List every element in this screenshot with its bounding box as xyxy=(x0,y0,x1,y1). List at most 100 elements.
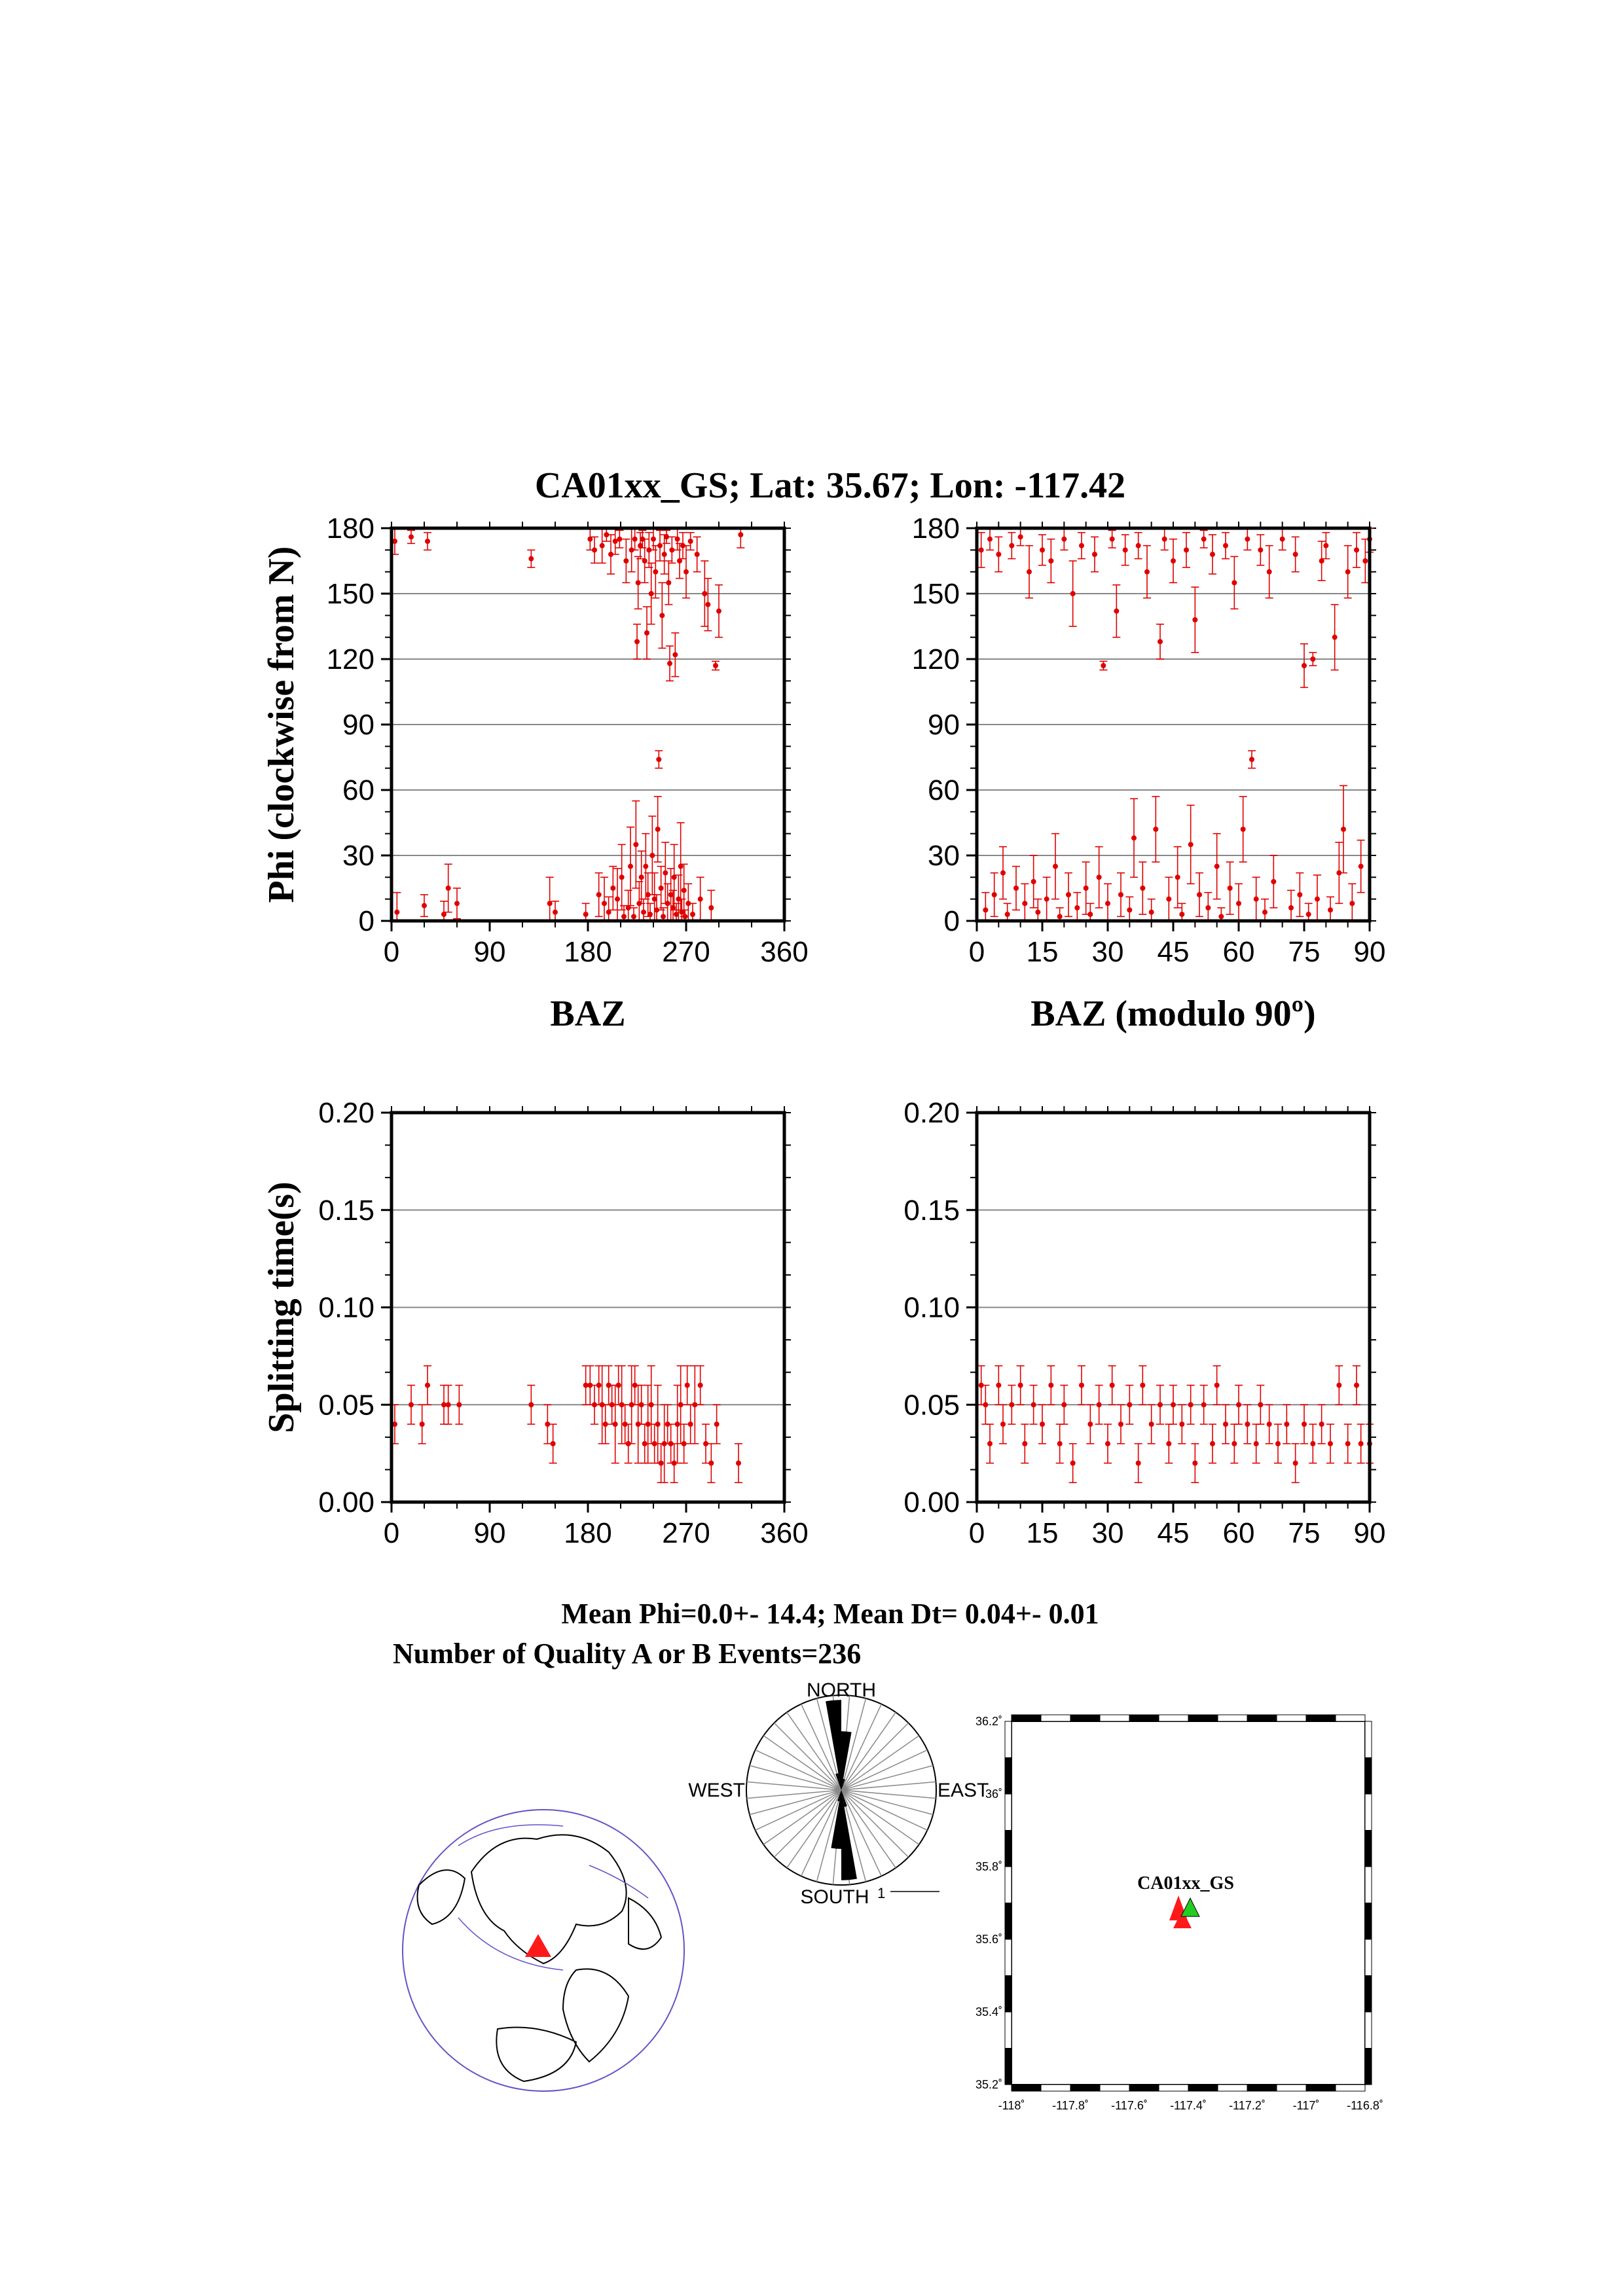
data-point xyxy=(664,534,669,540)
data-point xyxy=(632,536,638,542)
data-point xyxy=(681,888,687,893)
y-tick-label: 150 xyxy=(327,578,374,610)
map-frame-segment xyxy=(1004,1757,1012,1795)
data-point xyxy=(392,1422,397,1427)
data-point xyxy=(638,1402,644,1408)
station-marker-green xyxy=(1180,1897,1200,1917)
data-point xyxy=(658,886,664,891)
map-frame-segment xyxy=(1188,1714,1218,1722)
data-point xyxy=(1158,639,1163,645)
x-tick-label: 360 xyxy=(760,1517,808,1549)
data-point xyxy=(1253,896,1259,902)
map-x-tick-label: -117.4˚ xyxy=(1170,2099,1207,2112)
data-point xyxy=(1027,569,1032,575)
data-point xyxy=(736,1460,741,1466)
data-point xyxy=(708,905,714,910)
x-tick-label: 75 xyxy=(1288,1517,1321,1549)
y-tick-label: 90 xyxy=(342,709,374,741)
data-point xyxy=(422,903,427,908)
data-point xyxy=(669,547,675,553)
data-point xyxy=(649,853,655,858)
data-point xyxy=(1336,1382,1342,1388)
data-point xyxy=(1188,1402,1194,1408)
data-point xyxy=(610,886,616,891)
data-point xyxy=(1087,1422,1093,1427)
rose-diagram: NORTH SOUTH EAST WEST 1 xyxy=(688,1679,989,1908)
data-point xyxy=(1048,558,1054,564)
data-point xyxy=(615,896,620,902)
data-point xyxy=(642,1441,647,1446)
data-point xyxy=(1245,1422,1250,1427)
data-point xyxy=(1231,1441,1237,1446)
data-point xyxy=(1101,663,1106,668)
data-point xyxy=(1197,892,1202,897)
data-point xyxy=(1227,886,1233,891)
data-point xyxy=(678,1402,684,1408)
map-x-tick-label: -117.6˚ xyxy=(1111,2099,1148,2112)
data-point xyxy=(1096,874,1102,880)
y-tick-label: 0.15 xyxy=(318,1194,374,1227)
data-point xyxy=(702,591,708,596)
map-frame-segment xyxy=(1011,2084,1042,2092)
data-point xyxy=(1188,842,1194,848)
data-point xyxy=(1022,901,1028,906)
map-y-tick-label: 35.4˚ xyxy=(976,2005,1002,2018)
data-point xyxy=(441,912,447,917)
y-tick-label: 30 xyxy=(342,840,374,872)
x-tick-label: 90 xyxy=(474,936,506,968)
data-point xyxy=(1292,1460,1298,1466)
data-point xyxy=(663,870,668,876)
data-point xyxy=(1336,870,1342,876)
data-point xyxy=(638,543,643,548)
data-point xyxy=(1179,1422,1185,1427)
data-point xyxy=(596,1382,602,1388)
data-point xyxy=(1214,863,1220,869)
data-point xyxy=(1074,905,1080,910)
map-frame-segment xyxy=(1364,2011,1372,2049)
data-point xyxy=(645,892,651,897)
data-point xyxy=(644,630,649,636)
data-point xyxy=(978,547,984,553)
data-point xyxy=(1000,1422,1006,1427)
y-tick-label: 30 xyxy=(928,840,960,872)
data-point xyxy=(528,1402,534,1408)
data-point xyxy=(1323,543,1329,548)
figure-title: CA01xx_GS; Lat: 35.67; Lon: -117.42 xyxy=(535,465,1125,506)
data-point xyxy=(633,842,639,848)
data-point xyxy=(1166,1441,1172,1446)
data-point xyxy=(1105,1441,1110,1446)
data-point xyxy=(583,1382,589,1388)
rose-wedge xyxy=(841,1778,845,1790)
data-point xyxy=(409,1402,414,1408)
rose-wedge xyxy=(831,1790,841,1849)
y-tick-label: 0.10 xyxy=(903,1292,960,1324)
data-point xyxy=(667,660,672,666)
x-tick-label: 270 xyxy=(662,936,710,968)
station-map-panel: -118˚ -117.8˚ -117.6˚ -117.4˚ -117.2˚ -117˚ -1… xyxy=(976,1714,1383,2112)
data-point xyxy=(1061,1402,1067,1408)
map-frame-segment xyxy=(1364,1939,1372,1976)
data-point xyxy=(596,892,602,897)
y-tick-label: 0 xyxy=(359,905,374,937)
globe-station-marker xyxy=(525,1934,551,1957)
x-tick-label: 15 xyxy=(1027,1517,1059,1549)
data-point xyxy=(1358,1441,1364,1446)
africa-coast xyxy=(628,1897,663,1950)
map-frame-segment xyxy=(1364,1975,1372,2013)
data-point xyxy=(1079,543,1084,548)
data-point xyxy=(1223,543,1228,548)
y-tick-label: 180 xyxy=(327,512,374,545)
x-tick-label: 75 xyxy=(1288,936,1321,968)
map-frame-segment xyxy=(1011,1714,1042,1722)
data-point xyxy=(1030,879,1036,884)
data-point xyxy=(681,1441,687,1446)
data-point xyxy=(1310,656,1316,662)
rose-wedge xyxy=(841,1790,857,1880)
data-point xyxy=(1017,1382,1023,1388)
data-point xyxy=(1223,1422,1228,1427)
map-x-tick-label: -117.8˚ xyxy=(1052,2099,1089,2112)
dt-vs-baz-panel: 0 90 180 270 360 0.00 0.05 0.10 0.15 0.20 Splittin… xyxy=(261,1097,809,1549)
data-point xyxy=(1271,879,1277,884)
data-point xyxy=(621,914,627,920)
y-tick-label: 0.10 xyxy=(318,1292,374,1324)
